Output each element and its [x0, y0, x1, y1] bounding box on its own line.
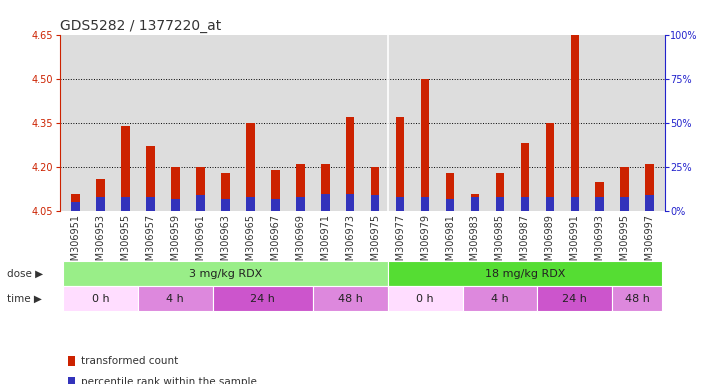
Text: GSM306969: GSM306969 — [295, 214, 305, 273]
Bar — [221, 199, 230, 211]
Text: GSM306997: GSM306997 — [645, 214, 655, 273]
Bar — [496, 197, 504, 211]
Bar — [296, 197, 304, 211]
Bar — [396, 117, 405, 211]
Text: GSM306963: GSM306963 — [220, 214, 230, 273]
Bar — [221, 173, 230, 211]
Bar — [446, 173, 454, 211]
Text: GSM306995: GSM306995 — [620, 214, 630, 273]
Bar — [621, 167, 629, 211]
Bar — [271, 170, 279, 211]
Text: GSM306993: GSM306993 — [595, 214, 605, 273]
Bar — [213, 286, 313, 311]
Text: 0 h: 0 h — [92, 293, 109, 304]
Bar — [570, 26, 579, 211]
Bar — [271, 199, 279, 211]
Bar — [621, 197, 629, 211]
Text: GDS5282 / 1377220_at: GDS5282 / 1377220_at — [60, 19, 222, 33]
Text: 24 h: 24 h — [250, 293, 275, 304]
Text: GSM306977: GSM306977 — [395, 214, 405, 273]
Bar — [171, 167, 180, 211]
Bar — [520, 144, 529, 211]
Bar — [545, 197, 555, 211]
Bar — [471, 194, 479, 211]
Bar — [446, 199, 454, 211]
Text: GSM306973: GSM306973 — [345, 214, 355, 273]
Bar — [396, 197, 405, 211]
Text: GSM306951: GSM306951 — [70, 214, 80, 273]
Bar — [612, 286, 662, 311]
Bar — [545, 123, 555, 211]
Bar — [321, 164, 329, 211]
Bar — [96, 197, 105, 211]
Text: 24 h: 24 h — [562, 293, 587, 304]
Text: 18 mg/kg RDX: 18 mg/kg RDX — [485, 268, 565, 279]
Bar — [196, 167, 205, 211]
Text: GSM306955: GSM306955 — [120, 214, 130, 273]
Text: GSM306965: GSM306965 — [245, 214, 255, 273]
Text: GSM306989: GSM306989 — [545, 214, 555, 273]
Bar — [421, 79, 429, 211]
Text: transformed count: transformed count — [81, 356, 178, 366]
Bar — [346, 194, 355, 211]
Bar — [387, 261, 662, 286]
Bar — [71, 194, 80, 211]
Bar — [646, 164, 654, 211]
Text: GSM306961: GSM306961 — [196, 214, 205, 273]
Text: GSM306971: GSM306971 — [320, 214, 330, 273]
Bar — [370, 195, 380, 211]
Text: 48 h: 48 h — [338, 293, 363, 304]
Text: GSM306983: GSM306983 — [470, 214, 480, 273]
Bar — [346, 117, 355, 211]
Bar — [321, 194, 329, 211]
Bar — [520, 197, 529, 211]
Text: GSM306991: GSM306991 — [570, 214, 580, 273]
Bar — [646, 195, 654, 211]
Text: 3 mg/kg RDX: 3 mg/kg RDX — [188, 268, 262, 279]
Bar — [387, 286, 462, 311]
Bar — [171, 199, 180, 211]
Bar — [146, 146, 155, 211]
Text: 0 h: 0 h — [416, 293, 434, 304]
Text: GSM306987: GSM306987 — [520, 214, 530, 273]
Bar — [538, 286, 612, 311]
Bar — [313, 286, 387, 311]
Text: GSM306953: GSM306953 — [95, 214, 105, 273]
Bar — [138, 286, 213, 311]
Text: GSM306985: GSM306985 — [495, 214, 505, 273]
Bar — [96, 179, 105, 211]
Text: GSM306959: GSM306959 — [171, 214, 181, 273]
Bar — [296, 164, 304, 211]
Bar — [246, 197, 255, 211]
Text: 4 h: 4 h — [166, 293, 184, 304]
Bar — [421, 197, 429, 211]
Bar — [71, 202, 80, 211]
Text: GSM306957: GSM306957 — [145, 214, 155, 273]
Bar — [121, 197, 129, 211]
Bar — [496, 173, 504, 211]
Text: GSM306979: GSM306979 — [420, 214, 430, 273]
Bar — [146, 197, 155, 211]
Bar — [63, 286, 138, 311]
Bar — [121, 126, 129, 211]
Text: percentile rank within the sample: percentile rank within the sample — [81, 377, 257, 384]
Text: 4 h: 4 h — [491, 293, 509, 304]
Text: dose ▶: dose ▶ — [7, 268, 43, 279]
Bar — [570, 197, 579, 211]
Bar — [462, 286, 538, 311]
Text: GSM306967: GSM306967 — [270, 214, 280, 273]
Text: 48 h: 48 h — [625, 293, 650, 304]
Bar — [196, 195, 205, 211]
Bar — [596, 197, 604, 211]
Text: GSM306975: GSM306975 — [370, 214, 380, 273]
Bar — [246, 123, 255, 211]
Text: GSM306981: GSM306981 — [445, 214, 455, 273]
Bar — [596, 182, 604, 211]
Bar — [370, 167, 380, 211]
Bar — [63, 261, 387, 286]
Bar — [471, 197, 479, 211]
Text: time ▶: time ▶ — [7, 293, 42, 304]
